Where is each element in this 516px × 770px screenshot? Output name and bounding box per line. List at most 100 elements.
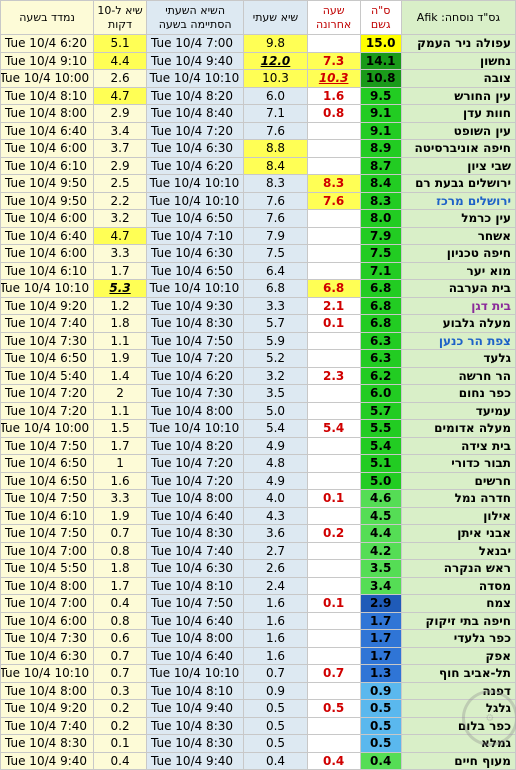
table-row[interactable]: תל-אביב חוף 1.3 0.7 0.7 Tue 10/4 10:10 0.7 Tue… (0, 664, 516, 683)
ten-min-peak-cell[interactable]: 1.5 (93, 419, 147, 438)
header-ten-min-peak[interactable]: שיא ל-10 דקות (93, 0, 147, 35)
measured-time-cell[interactable]: Tue 10/4 6:50 (0, 454, 95, 473)
table-row[interactable]: מוא יער 7.1 6.4 Tue 10/4 6:50 1.7 Tue 10/4 6:… (0, 261, 516, 280)
table-row[interactable]: דפנה 0.9 0.9 Tue 10/4 8:10 0.3 Tue 10/4 8:00 (0, 681, 516, 700)
station-cell[interactable]: חיפה טכניון (400, 244, 516, 263)
station-cell[interactable]: צפת הר כנען (400, 331, 516, 350)
ten-min-peak-cell[interactable]: 2.6 (93, 69, 147, 88)
table-row[interactable]: כפר גלעדי 1.7 1.6 Tue 10/4 8:00 0.6 Tue 10/4 … (0, 629, 516, 648)
station-cell[interactable]: גלגל (400, 699, 516, 718)
measured-time-cell[interactable]: Tue 10/4 7:50 (0, 489, 95, 508)
station-cell[interactable]: עין החורש (400, 86, 516, 105)
ten-min-peak-cell[interactable]: 1.8 (93, 314, 147, 333)
ten-min-peak-cell[interactable]: 3.3 (93, 489, 147, 508)
hourly-peak-cell[interactable]: 2.6 (243, 559, 308, 578)
ten-min-peak-cell[interactable]: 4.7 (93, 226, 147, 245)
hourly-peak-time-cell[interactable]: Tue 10/4 6:50 (145, 209, 245, 228)
last-hour-cell[interactable] (306, 349, 361, 368)
station-cell[interactable]: כפר נחום (400, 384, 516, 403)
total-rain-cell[interactable]: 0.9 (359, 681, 402, 700)
hourly-peak-cell[interactable]: 0.5 (243, 716, 308, 735)
station-cell[interactable]: כפר גלעדי (400, 629, 516, 648)
hourly-peak-time-cell[interactable]: Tue 10/4 8:30 (145, 524, 245, 543)
hourly-peak-cell[interactable]: 7.6 (243, 209, 308, 228)
measured-time-cell[interactable]: Tue 10/4 7:20 (0, 384, 95, 403)
hourly-peak-cell[interactable]: 3.2 (243, 366, 308, 385)
ten-min-peak-cell[interactable]: 1.4 (93, 366, 147, 385)
table-row[interactable]: כפר בלום 0.5 0.5 Tue 10/4 8:30 0.2 Tue 10/4 7… (0, 716, 516, 735)
hourly-peak-cell[interactable]: 8.3 (243, 174, 308, 193)
total-rain-cell[interactable]: 5.1 (359, 454, 402, 473)
ten-min-peak-cell[interactable]: 1.1 (93, 331, 147, 350)
total-rain-cell[interactable]: 8.4 (359, 174, 402, 193)
station-cell[interactable]: מעוף חיים (400, 751, 516, 770)
total-rain-cell[interactable]: 6.3 (359, 349, 402, 368)
total-rain-cell[interactable]: 8.9 (359, 139, 402, 158)
table-row[interactable]: גמלא 0.5 0.5 Tue 10/4 8:30 0.1 Tue 10/4 8:30 (0, 734, 516, 753)
hourly-peak-cell[interactable]: 10.3 (243, 69, 308, 88)
table-row[interactable]: יבנאל 4.2 2.7 Tue 10/4 7:40 0.8 Tue 10/4 7:00 (0, 541, 516, 560)
header-last-hour[interactable]: שעה אחרונה (306, 0, 361, 35)
hourly-peak-cell[interactable]: 1.6 (243, 611, 308, 630)
table-row[interactable]: שבי ציון 8.7 8.4 Tue 10/4 6:20 2.9 Tue 10/4 6… (0, 156, 516, 175)
hourly-peak-cell[interactable]: 4.8 (243, 454, 308, 473)
station-cell[interactable]: עמיעד (400, 401, 516, 420)
station-cell[interactable]: מסדה (400, 576, 516, 595)
hourly-peak-time-cell[interactable]: Tue 10/4 7:20 (145, 121, 245, 140)
total-rain-cell[interactable]: 1.7 (359, 629, 402, 648)
hourly-peak-cell[interactable]: 6.8 (243, 279, 308, 298)
station-cell[interactable]: אילון (400, 506, 516, 525)
hourly-peak-time-cell[interactable]: Tue 10/4 10:10 (145, 419, 245, 438)
hourly-peak-cell[interactable]: 1.6 (243, 629, 308, 648)
last-hour-cell[interactable]: 7.6 (306, 191, 361, 210)
hourly-peak-time-cell[interactable]: Tue 10/4 6:50 (145, 261, 245, 280)
ten-min-peak-cell[interactable]: 1 (93, 454, 147, 473)
total-rain-cell[interactable]: 5.0 (359, 471, 402, 490)
ten-min-peak-cell[interactable]: 0.6 (93, 629, 147, 648)
last-hour-cell[interactable]: 10.3 (306, 69, 361, 88)
hourly-peak-time-cell[interactable]: Tue 10/4 7:40 (145, 541, 245, 560)
station-cell[interactable]: יבנאל (400, 541, 516, 560)
total-rain-cell[interactable]: 6.0 (359, 384, 402, 403)
header-hourly-peak-time[interactable]: השיא השעתי הסתיימה בשעה (145, 0, 245, 35)
station-cell[interactable]: מוא יער (400, 261, 516, 280)
ten-min-peak-cell[interactable]: 5.1 (93, 34, 147, 53)
hourly-peak-cell[interactable]: 9.8 (243, 34, 308, 53)
hourly-peak-cell[interactable]: 5.7 (243, 314, 308, 333)
measured-time-cell[interactable]: Tue 10/4 10:00 (0, 419, 95, 438)
measured-time-cell[interactable]: Tue 10/4 8:30 (0, 734, 95, 753)
station-cell[interactable]: מעלה גלבוע (400, 314, 516, 333)
total-rain-cell[interactable]: 6.3 (359, 331, 402, 350)
measured-time-cell[interactable]: Tue 10/4 9:50 (0, 191, 95, 210)
measured-time-cell[interactable]: Tue 10/4 8:00 (0, 104, 95, 123)
measured-time-cell[interactable]: Tue 10/4 8:00 (0, 681, 95, 700)
last-hour-cell[interactable] (306, 226, 361, 245)
table-row[interactable]: מסדה 3.4 2.4 Tue 10/4 8:10 1.7 Tue 10/4 8:00 (0, 576, 516, 595)
total-rain-cell[interactable]: 0.5 (359, 734, 402, 753)
hourly-peak-cell[interactable]: 1.6 (243, 594, 308, 613)
measured-time-cell[interactable]: Tue 10/4 10:10 (0, 664, 95, 683)
hourly-peak-time-cell[interactable]: Tue 10/4 9:40 (145, 51, 245, 70)
table-row[interactable]: כפר נחום 6.0 3.5 Tue 10/4 7:30 2 Tue 10/4 7:2… (0, 384, 516, 403)
measured-time-cell[interactable]: Tue 10/4 10:10 (0, 279, 95, 298)
table-row[interactable]: צפת הר כנען 6.3 5.9 Tue 10/4 7:50 1.1 Tue 10/… (0, 331, 516, 350)
table-row[interactable]: חוות עדן 9.1 0.8 7.1 Tue 10/4 8:40 2.9 Tue 10/… (0, 104, 516, 123)
station-cell[interactable]: דפנה (400, 681, 516, 700)
total-rain-cell[interactable]: 8.3 (359, 191, 402, 210)
ten-min-peak-cell[interactable]: 0.7 (93, 646, 147, 665)
total-rain-cell[interactable]: 7.9 (359, 226, 402, 245)
hourly-peak-time-cell[interactable]: Tue 10/4 6:20 (145, 366, 245, 385)
hourly-peak-time-cell[interactable]: Tue 10/4 8:40 (145, 104, 245, 123)
table-row[interactable]: חיפה אוניברסיטה 8.9 8.8 Tue 10/4 6:30 3.7 Tue… (0, 139, 516, 158)
hourly-peak-time-cell[interactable]: Tue 10/4 6:40 (145, 611, 245, 630)
table-row[interactable]: עמיעד 5.7 5.0 Tue 10/4 8:00 1.1 Tue 10/4 7:20 (0, 401, 516, 420)
hourly-peak-time-cell[interactable]: Tue 10/4 6:40 (145, 646, 245, 665)
hourly-peak-time-cell[interactable]: Tue 10/4 10:10 (145, 191, 245, 210)
measured-time-cell[interactable]: Tue 10/4 6:00 (0, 139, 95, 158)
measured-time-cell[interactable]: Tue 10/4 6:00 (0, 209, 95, 228)
ten-min-peak-cell[interactable]: 4.4 (93, 51, 147, 70)
ten-min-peak-cell[interactable]: 0.1 (93, 734, 147, 753)
measured-time-cell[interactable]: Tue 10/4 6:10 (0, 156, 95, 175)
station-cell[interactable]: צמח (400, 594, 516, 613)
last-hour-cell[interactable] (306, 156, 361, 175)
